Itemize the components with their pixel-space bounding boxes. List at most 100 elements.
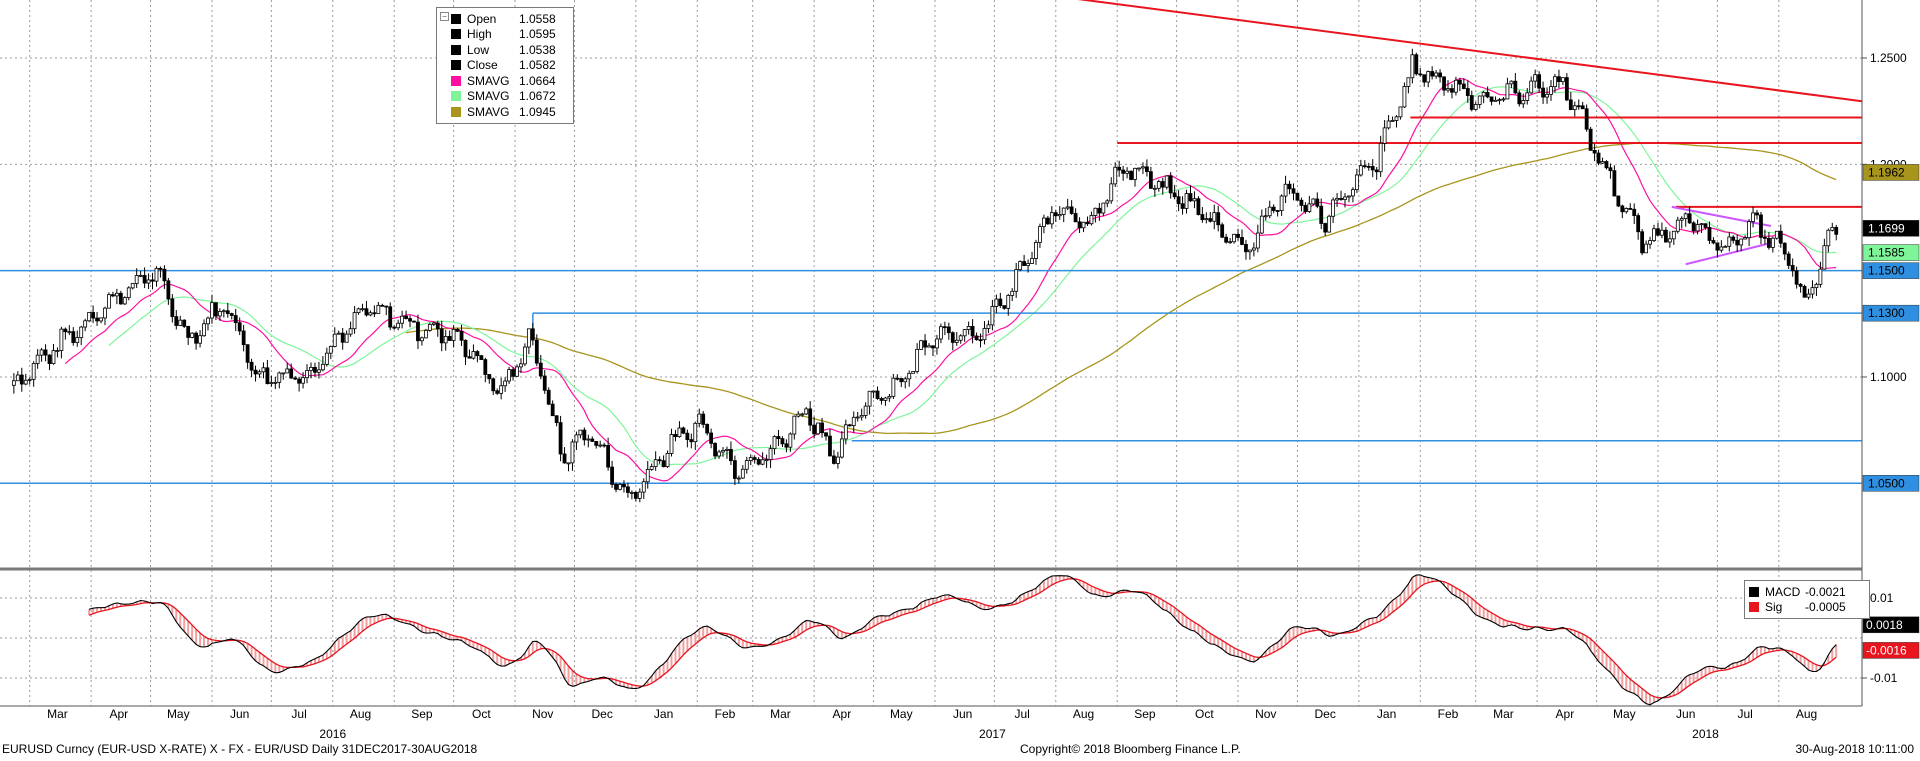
- candle-body: [594, 441, 599, 446]
- candle-body: [1529, 80, 1534, 94]
- candle-body: [792, 415, 797, 435]
- candle-body: [111, 294, 115, 297]
- footer-copyright: Copyright© 2018 Bloomberg Finance L.P.: [1020, 742, 1241, 756]
- candle-body: [336, 332, 341, 335]
- candle-body: [1402, 86, 1407, 108]
- candle-body: [1176, 196, 1181, 205]
- candle-body: [1307, 203, 1312, 212]
- candle-body: [1620, 205, 1625, 213]
- candle-body: [1101, 202, 1106, 214]
- candle-body: [83, 320, 88, 328]
- candle-body: [380, 304, 385, 307]
- candle-body: [764, 459, 769, 462]
- candle-body: [217, 311, 222, 317]
- candle-body: [578, 429, 583, 436]
- candle-body: [158, 267, 163, 270]
- candle-body: [598, 444, 603, 447]
- candle-body: [582, 429, 587, 441]
- candle-body: [709, 432, 714, 444]
- candle-body: [867, 390, 872, 407]
- candle-body: [1644, 243, 1648, 254]
- candle-body: [471, 351, 476, 359]
- legend-swatch: [451, 13, 461, 24]
- candle-body: [1275, 210, 1280, 212]
- candle-body: [629, 491, 634, 494]
- candle-body: [1034, 242, 1038, 259]
- candle-body: [990, 306, 995, 326]
- candle-body: [883, 397, 888, 401]
- candle-body: [138, 274, 143, 277]
- candle-body: [1358, 165, 1363, 176]
- candle-body: [523, 346, 527, 365]
- candle-body: [348, 328, 353, 335]
- candle-body: [1703, 223, 1708, 228]
- candle-body: [1830, 226, 1835, 231]
- candle-body: [1295, 192, 1300, 201]
- candle-body: [812, 424, 817, 435]
- candle-body: [526, 328, 531, 348]
- x-tick-label: Jun: [230, 707, 249, 721]
- candle-body: [1006, 295, 1011, 309]
- candle-body: [1533, 74, 1538, 82]
- candle-body: [705, 424, 710, 434]
- collapse-icon[interactable]: −: [440, 12, 449, 21]
- candle-body: [1331, 199, 1336, 217]
- candle-body: [1790, 265, 1795, 272]
- candle-body: [1580, 105, 1585, 110]
- legend-swatch: [451, 44, 461, 55]
- x-tick-label: May: [890, 707, 913, 721]
- candle-body: [412, 320, 416, 323]
- candle-body: [1671, 230, 1676, 240]
- legend-label: Sig: [1765, 600, 1783, 615]
- candle-body: [566, 462, 571, 465]
- candle-body: [1386, 120, 1391, 129]
- legend-label: Open: [467, 11, 497, 26]
- candle-body: [946, 326, 951, 334]
- legend-label: MACD: [1765, 584, 1801, 599]
- candle-body: [194, 332, 199, 344]
- candle-body: [1576, 105, 1581, 108]
- candle-body: [1343, 196, 1347, 200]
- candle-body: [1596, 152, 1601, 164]
- candle-body: [435, 322, 440, 330]
- candle-body: [732, 460, 737, 479]
- candle-body: [891, 377, 896, 397]
- candle-body: [352, 312, 357, 330]
- legend-value: 1.0672: [519, 89, 556, 104]
- price-candles: [11, 48, 1839, 503]
- candle-body: [586, 438, 591, 441]
- y-tick-label: 1.2500: [1870, 51, 1907, 65]
- candle-body: [1564, 77, 1569, 101]
- candle-body: [1426, 71, 1431, 83]
- candle-body: [1065, 206, 1070, 209]
- candle-body: [542, 375, 547, 391]
- candle-body: [653, 459, 658, 467]
- price-tag: [1862, 304, 1920, 322]
- candle-body: [463, 339, 468, 358]
- candle-body: [79, 326, 84, 338]
- candle-body: [1560, 77, 1565, 82]
- candle-body: [558, 422, 563, 455]
- candle-body: [994, 298, 999, 307]
- candle-body: [372, 312, 377, 315]
- x-tick-label: Oct: [1195, 707, 1214, 721]
- candle-body: [1030, 258, 1034, 264]
- candle-body: [1818, 268, 1823, 285]
- x-tick-label: Nov: [532, 707, 553, 721]
- candle-body: [970, 326, 975, 337]
- legend-item: MACD -0.0021: [1749, 584, 1865, 600]
- candle-body: [958, 335, 963, 341]
- candle-body: [186, 325, 191, 338]
- candle-body: [1735, 239, 1740, 246]
- candle-body: [1493, 99, 1498, 102]
- candle-body: [1378, 142, 1383, 173]
- candle-body: [1240, 237, 1244, 245]
- candle-body: [998, 298, 1003, 306]
- candle-body: [530, 328, 535, 341]
- candle-body: [1184, 193, 1189, 209]
- x-tick-label: Apr: [833, 707, 852, 721]
- candle-body: [1457, 79, 1462, 85]
- candle-body: [427, 323, 432, 331]
- candle-body: [1251, 247, 1256, 251]
- candle-body: [1723, 245, 1728, 248]
